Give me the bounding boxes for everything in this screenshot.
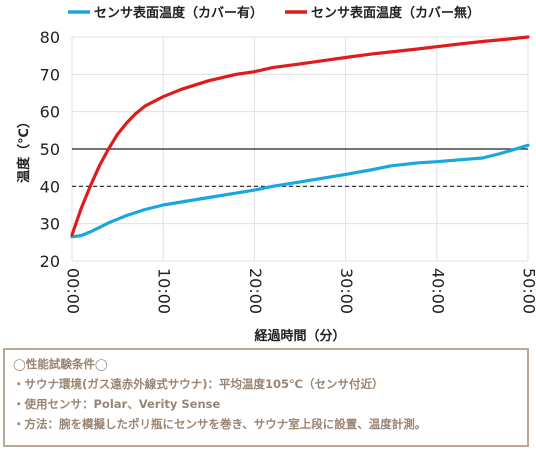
x-tick-label: 30:00 <box>337 268 356 314</box>
series-line-1 <box>70 35 530 237</box>
test-conditions-box: ◯性能試験条件◯ ・サウナ環境(ガス遠赤外線式サウナ)：平均温度105℃（センサ… <box>3 348 529 447</box>
condition-sensor-used: ・使用センサ：Polar、Verity Sense <box>13 397 221 411</box>
y-tick-label: 80 <box>40 28 60 47</box>
x-tick-label: 10:00 <box>155 268 174 314</box>
temperature-chart: 20 30 40 50 60 70 80 00:00 10:00 20:00 30:00 40:00 5… <box>16 5 536 344</box>
x-axis-title: 経過時間（分） <box>254 328 345 344</box>
y-tick-label: 70 <box>40 65 60 84</box>
series-line-0 <box>70 143 530 239</box>
y-tick-label: 50 <box>40 140 60 159</box>
x-tick-label: 40:00 <box>428 268 447 314</box>
legend-label-1: センサ表面温度（カバー無） <box>311 5 480 21</box>
y-tick-label: 20 <box>40 252 60 271</box>
conditions-title: ◯性能試験条件◯ <box>13 357 108 371</box>
x-tick-label: 50:00 <box>520 268 536 314</box>
axis-layer: 20 30 40 50 60 70 80 00:00 10:00 20:00 30:00 40:00 5… <box>16 28 536 344</box>
reference-lines <box>72 148 528 187</box>
x-tick-label: 20:00 <box>246 268 265 314</box>
y-tick-label: 60 <box>40 103 60 122</box>
x-tick-label: 00:00 <box>64 268 83 314</box>
condition-sauna-environment: ・サウナ環境(ガス遠赤外線式サウナ)：平均温度105℃（センサ付近） <box>13 377 384 391</box>
legend: センサ表面温度（カバー有） センサ表面温度（カバー無） <box>68 5 480 21</box>
legend-label-0: センサ表面温度（カバー有） <box>94 5 263 21</box>
y-tick-label: 30 <box>40 215 60 234</box>
y-axis-title: 温度（℃） <box>16 115 32 183</box>
y-tick-label: 40 <box>40 177 60 196</box>
condition-method: ・方法：腕を模擬したポリ瓶にセンサを巻き、サウナ室上段に設置、温度計測。 <box>13 417 427 431</box>
series-layer <box>70 35 530 239</box>
